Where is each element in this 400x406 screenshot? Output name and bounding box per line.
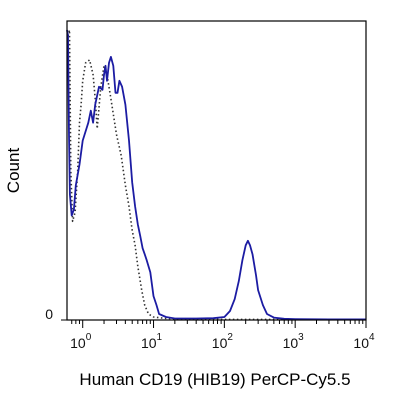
y-axis-title: Count xyxy=(4,148,23,194)
x-tick-label: 102 xyxy=(212,332,234,351)
y-tick-label: 0 xyxy=(45,306,53,322)
control-histogram-line xyxy=(67,29,366,321)
x-tick-label: 100 xyxy=(70,332,92,351)
x-tick-label: 104 xyxy=(353,332,375,351)
plot-frame xyxy=(66,20,367,321)
y-axis-ticks: 0 xyxy=(45,306,67,322)
x-axis-ticks: 100 101 102 103 104 xyxy=(70,320,375,351)
x-axis-title: Human CD19 (HIB19) PerCP-Cy5.5 xyxy=(79,370,350,389)
stained-histogram-line xyxy=(66,29,366,321)
plot-series xyxy=(66,29,366,321)
x-tick-label: 103 xyxy=(283,332,305,351)
x-tick-label: 101 xyxy=(141,332,163,351)
